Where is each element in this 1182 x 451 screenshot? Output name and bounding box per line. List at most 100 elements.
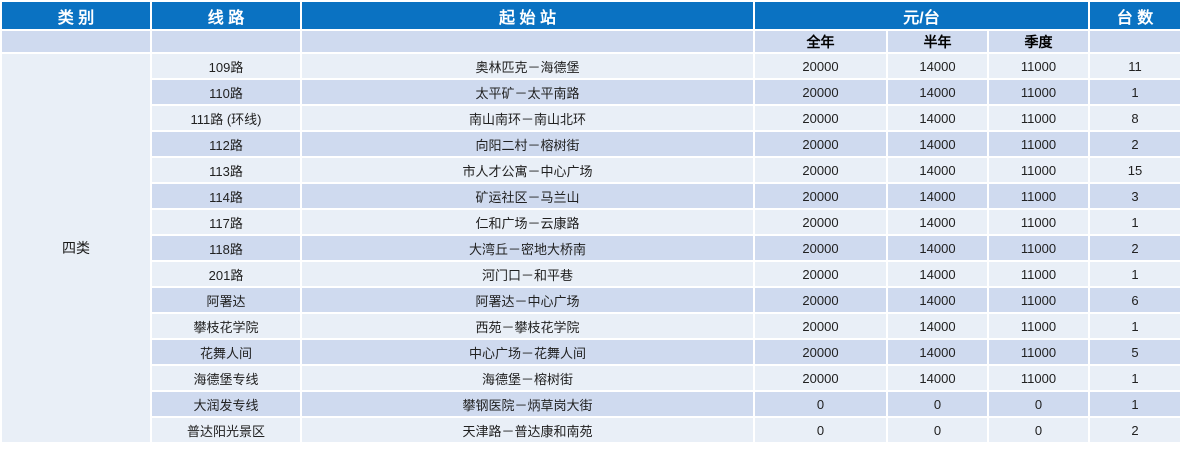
half-year-cell[interactable]: 14000 <box>888 184 987 208</box>
stations-cell[interactable]: 太平矿－太平南路 <box>302 80 753 104</box>
stations-cell[interactable]: 矿运社区－马兰山 <box>302 184 753 208</box>
units-cell[interactable]: 1 <box>1090 262 1181 286</box>
line-cell[interactable]: 普达阳光景区 <box>152 418 300 442</box>
header-category[interactable]: 类 别 <box>2 2 150 29</box>
line-cell[interactable]: 阿署达 <box>152 288 300 312</box>
units-cell[interactable]: 8 <box>1090 106 1181 130</box>
header-price-group[interactable]: 元/台 <box>755 2 1089 29</box>
units-cell[interactable]: 1 <box>1090 314 1181 338</box>
line-cell[interactable]: 201路 <box>152 262 300 286</box>
stations-cell[interactable]: 阿署达－中心广场 <box>302 288 753 312</box>
units-cell[interactable]: 3 <box>1090 184 1181 208</box>
full-year-cell[interactable]: 20000 <box>755 80 886 104</box>
quarter-cell[interactable]: 11000 <box>989 262 1089 286</box>
half-year-cell[interactable]: 14000 <box>888 262 987 286</box>
full-year-cell[interactable]: 20000 <box>755 184 886 208</box>
stations-cell[interactable]: 河门口－和平巷 <box>302 262 753 286</box>
full-year-cell[interactable]: 0 <box>755 392 886 416</box>
full-year-cell[interactable]: 0 <box>755 418 886 442</box>
quarter-cell[interactable]: 11000 <box>989 366 1089 390</box>
quarter-cell[interactable]: 0 <box>989 392 1089 416</box>
units-cell[interactable]: 1 <box>1090 366 1181 390</box>
line-cell[interactable]: 114路 <box>152 184 300 208</box>
units-cell[interactable]: 11 <box>1090 54 1181 78</box>
stations-cell[interactable]: 天津路－普达康和南苑 <box>302 418 753 442</box>
line-cell[interactable]: 113路 <box>152 158 300 182</box>
units-cell[interactable]: 2 <box>1090 236 1181 260</box>
subheader-quarter[interactable]: 季度 <box>989 31 1089 52</box>
line-cell[interactable]: 118路 <box>152 236 300 260</box>
line-cell[interactable]: 大润发专线 <box>152 392 300 416</box>
stations-cell[interactable]: 仁和广场－云康路 <box>302 210 753 234</box>
quarter-cell[interactable]: 11000 <box>989 54 1089 78</box>
units-cell[interactable]: 2 <box>1090 132 1181 156</box>
subheader-empty-stations[interactable] <box>302 31 753 52</box>
stations-cell[interactable]: 奥林匹克－海德堡 <box>302 54 753 78</box>
units-cell[interactable]: 2 <box>1090 418 1181 442</box>
quarter-cell[interactable]: 11000 <box>989 288 1089 312</box>
subheader-empty-category[interactable] <box>2 31 150 52</box>
half-year-cell[interactable]: 14000 <box>888 340 987 364</box>
full-year-cell[interactable]: 20000 <box>755 236 886 260</box>
stations-cell[interactable]: 市人才公寓－中心广场 <box>302 158 753 182</box>
line-cell[interactable]: 111路 (环线) <box>152 106 300 130</box>
full-year-cell[interactable]: 20000 <box>755 54 886 78</box>
quarter-cell[interactable]: 11000 <box>989 236 1089 260</box>
stations-cell[interactable]: 向阳二村－榕树街 <box>302 132 753 156</box>
subheader-empty-line[interactable] <box>152 31 300 52</box>
line-cell[interactable]: 109路 <box>152 54 300 78</box>
header-line[interactable]: 线 路 <box>152 2 300 29</box>
units-cell[interactable]: 1 <box>1090 392 1181 416</box>
quarter-cell[interactable]: 11000 <box>989 158 1089 182</box>
stations-cell[interactable]: 攀钢医院－炳草岗大街 <box>302 392 753 416</box>
full-year-cell[interactable]: 20000 <box>755 210 886 234</box>
quarter-cell[interactable]: 11000 <box>989 210 1089 234</box>
half-year-cell[interactable]: 14000 <box>888 210 987 234</box>
quarter-cell[interactable]: 11000 <box>989 184 1089 208</box>
stations-cell[interactable]: 南山南环－南山北环 <box>302 106 753 130</box>
quarter-cell[interactable]: 11000 <box>989 340 1089 364</box>
half-year-cell[interactable]: 14000 <box>888 158 987 182</box>
half-year-cell[interactable]: 14000 <box>888 236 987 260</box>
line-cell[interactable]: 攀枝花学院 <box>152 314 300 338</box>
full-year-cell[interactable]: 20000 <box>755 366 886 390</box>
subheader-full-year[interactable]: 全年 <box>755 31 886 52</box>
half-year-cell[interactable]: 14000 <box>888 288 987 312</box>
stations-cell[interactable]: 大湾丘－密地大桥南 <box>302 236 753 260</box>
half-year-cell[interactable]: 0 <box>888 418 987 442</box>
full-year-cell[interactable]: 20000 <box>755 314 886 338</box>
line-cell[interactable]: 海德堡专线 <box>152 366 300 390</box>
quarter-cell[interactable]: 11000 <box>989 132 1089 156</box>
units-cell[interactable]: 1 <box>1090 210 1181 234</box>
units-cell[interactable]: 5 <box>1090 340 1181 364</box>
half-year-cell[interactable]: 14000 <box>888 314 987 338</box>
category-cell[interactable]: 四类 <box>2 54 150 442</box>
stations-cell[interactable]: 海德堡－榕树街 <box>302 366 753 390</box>
full-year-cell[interactable]: 20000 <box>755 132 886 156</box>
line-cell[interactable]: 110路 <box>152 80 300 104</box>
quarter-cell[interactable]: 0 <box>989 418 1089 442</box>
units-cell[interactable]: 6 <box>1090 288 1181 312</box>
quarter-cell[interactable]: 11000 <box>989 80 1089 104</box>
quarter-cell[interactable]: 11000 <box>989 106 1089 130</box>
full-year-cell[interactable]: 20000 <box>755 158 886 182</box>
line-cell[interactable]: 花舞人间 <box>152 340 300 364</box>
header-stations[interactable]: 起 始 站 <box>302 2 753 29</box>
full-year-cell[interactable]: 20000 <box>755 340 886 364</box>
units-cell[interactable]: 1 <box>1090 80 1181 104</box>
line-cell[interactable]: 112路 <box>152 132 300 156</box>
half-year-cell[interactable]: 14000 <box>888 132 987 156</box>
stations-cell[interactable]: 西苑－攀枝花学院 <box>302 314 753 338</box>
header-units[interactable]: 台 数 <box>1090 2 1181 29</box>
half-year-cell[interactable]: 14000 <box>888 366 987 390</box>
line-cell[interactable]: 117路 <box>152 210 300 234</box>
stations-cell[interactable]: 中心广场－花舞人间 <box>302 340 753 364</box>
full-year-cell[interactable]: 20000 <box>755 106 886 130</box>
subheader-half-year[interactable]: 半年 <box>888 31 987 52</box>
half-year-cell[interactable]: 14000 <box>888 106 987 130</box>
quarter-cell[interactable]: 11000 <box>989 314 1089 338</box>
half-year-cell[interactable]: 14000 <box>888 54 987 78</box>
full-year-cell[interactable]: 20000 <box>755 262 886 286</box>
half-year-cell[interactable]: 14000 <box>888 80 987 104</box>
full-year-cell[interactable]: 20000 <box>755 288 886 312</box>
